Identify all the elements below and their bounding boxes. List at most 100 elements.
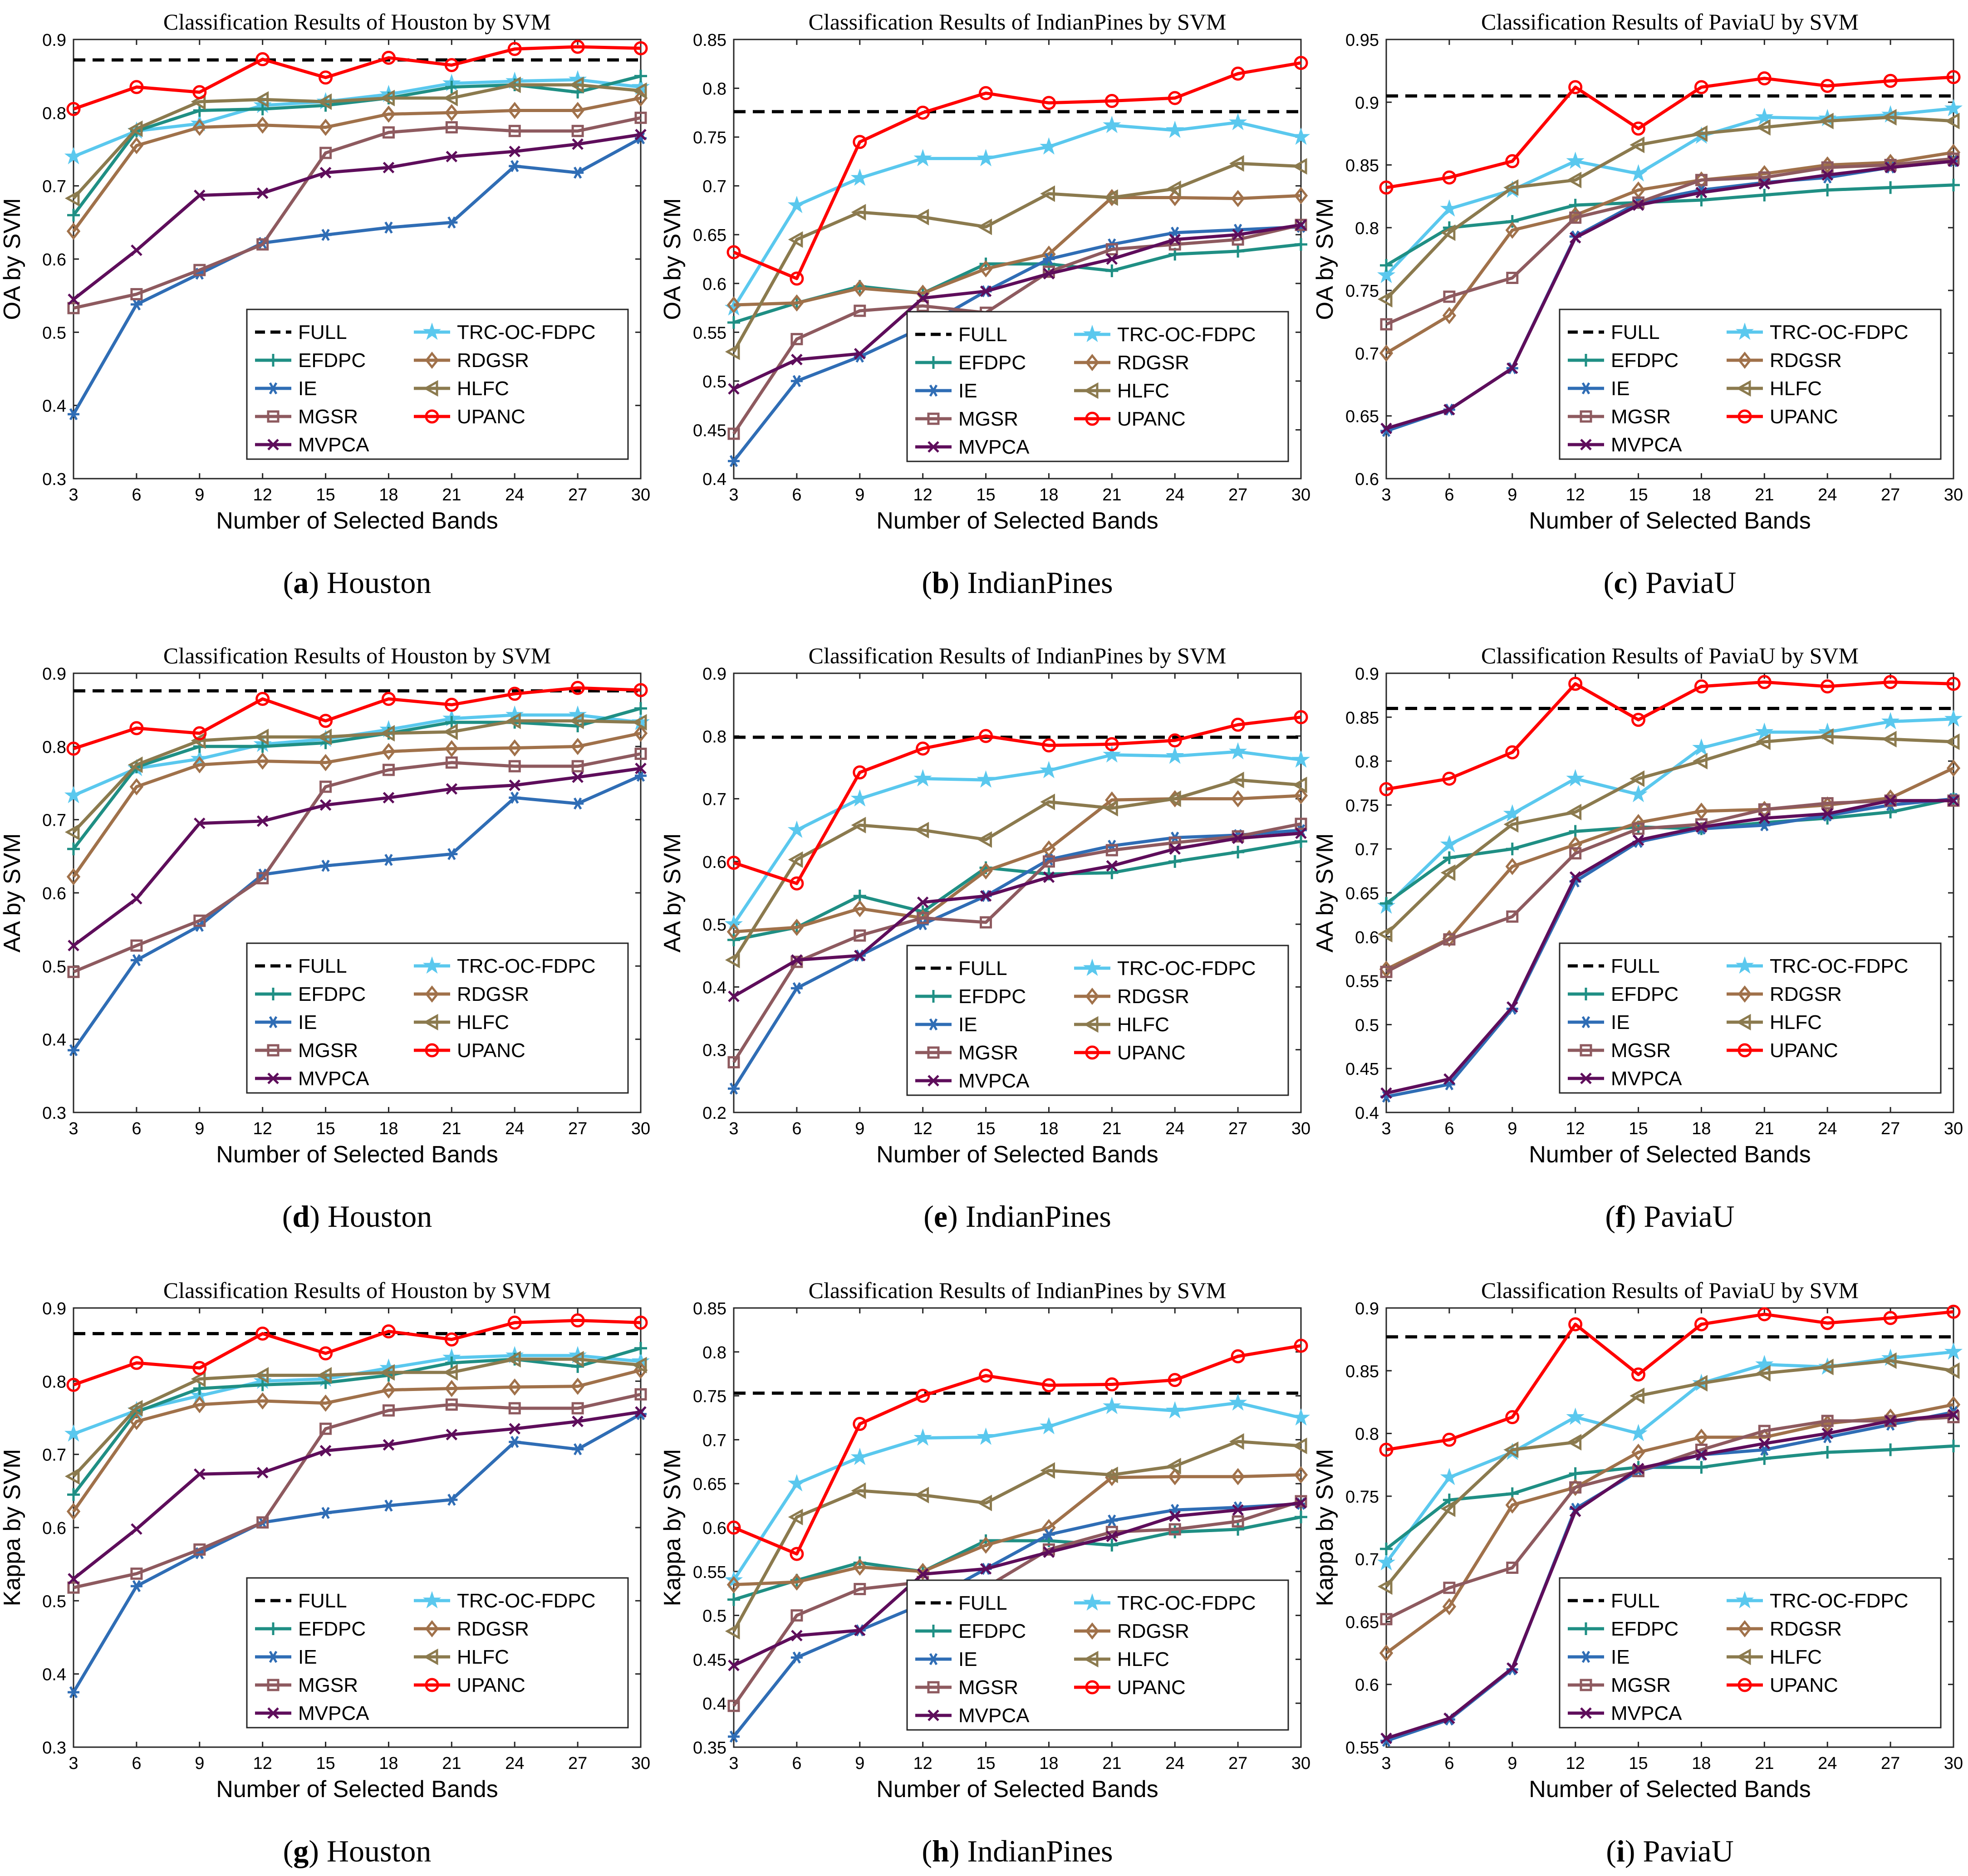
data-point	[633, 683, 648, 697]
legend-label: IE	[958, 1014, 977, 1036]
data-point	[256, 815, 269, 827]
legend-marker	[1580, 1679, 1592, 1691]
x-axis-label: Number of Selected Bands	[876, 508, 1158, 534]
series-line	[733, 1515, 1301, 1602]
x-tick-label: 9	[195, 1754, 204, 1773]
data-point	[64, 1424, 83, 1442]
data-point	[1232, 245, 1245, 258]
data-point	[128, 1400, 143, 1417]
legend-entry-mvpca: MVPCA	[915, 1705, 1030, 1727]
data-point	[570, 102, 585, 119]
data-point	[255, 691, 270, 706]
data-point	[788, 851, 803, 868]
data-point	[790, 375, 803, 387]
data-point	[380, 725, 395, 742]
data-point	[67, 1581, 80, 1594]
data-point	[1229, 1433, 1244, 1450]
legend-label: RDGSR	[1117, 1620, 1189, 1642]
series-mvpca	[728, 1497, 1307, 1671]
y-tick-label: 0.3	[42, 1739, 66, 1758]
data-point	[1506, 215, 1519, 228]
x-tick-label: 3	[1381, 1754, 1391, 1773]
data-point	[256, 103, 269, 116]
data-point	[850, 1447, 869, 1465]
legend-label: UPANC	[1770, 406, 1838, 428]
data-point	[1168, 855, 1182, 868]
legend-label: TRC-OC-FDPC	[457, 1590, 596, 1612]
legend-entry-rdgsr: RDGSR	[1727, 1618, 1842, 1640]
data-point	[916, 1389, 930, 1403]
legend-label: MGSR	[1611, 406, 1671, 428]
y-tick-label: 0.4	[702, 1695, 726, 1714]
data-point	[1168, 733, 1182, 748]
legend-marker	[267, 1073, 279, 1084]
legend-label: MGSR	[1611, 1039, 1671, 1062]
series-mvpca	[68, 762, 647, 951]
panel-caption: (c) PaviaU	[1604, 565, 1737, 600]
data-point	[1103, 745, 1121, 763]
y-axis-label: Kappa by SVM	[659, 1449, 686, 1607]
series-upanc	[66, 39, 648, 116]
legend-entry-efdpc: EFDPC	[255, 349, 366, 372]
data-point	[977, 1427, 995, 1445]
x-tick-label: 24	[1165, 1119, 1184, 1138]
series-line	[72, 96, 641, 232]
data-point	[67, 209, 80, 222]
data-point	[444, 697, 459, 712]
data-point	[256, 238, 269, 251]
x-axis-label: Number of Selected Bands	[216, 1141, 498, 1168]
data-point	[726, 1576, 741, 1593]
legend-entry-ie: IE	[915, 380, 977, 402]
data-point	[1885, 1415, 1896, 1427]
data-point	[1694, 802, 1708, 820]
data-point	[851, 1482, 866, 1499]
data-point	[790, 1573, 804, 1591]
data-point	[1884, 1443, 1897, 1456]
legend-marker	[1083, 1593, 1102, 1611]
x-tick-label: 24	[505, 1754, 524, 1773]
legend-marker	[1085, 1045, 1099, 1060]
caption-letter: i	[1616, 1834, 1625, 1868]
data-point	[1229, 1393, 1247, 1411]
x-axis-label: Number of Selected Bands	[216, 508, 498, 534]
x-axis-label: Number of Selected Bands	[1529, 1776, 1811, 1803]
legend-entry-ie: IE	[1568, 1646, 1630, 1668]
data-point	[1103, 116, 1121, 133]
data-point	[1106, 1514, 1118, 1527]
x-tick-label: 3	[69, 485, 78, 505]
data-point	[1232, 229, 1244, 240]
data-point	[509, 792, 521, 804]
data-point	[1631, 713, 1646, 727]
series-line	[72, 1357, 641, 1478]
chart-title: Classification Results of IndianPines by…	[809, 643, 1227, 668]
x-tick-label: 3	[1381, 485, 1391, 505]
data-point	[572, 1416, 584, 1427]
data-point	[382, 1404, 395, 1417]
chart-panel-i: 3 6 9 12 15 18 21 24 27 30 0.55 0.6 0.65 0.7 0.75 0.8 0.…	[1312, 1278, 1963, 1868]
data-point	[726, 1520, 741, 1535]
data-point	[68, 293, 79, 305]
data-point	[383, 1499, 395, 1512]
series-upanc	[66, 1313, 648, 1392]
series-mvpca	[1380, 794, 1959, 1099]
legend-marker	[1085, 1680, 1099, 1695]
data-point	[1377, 291, 1393, 308]
data-point	[917, 292, 929, 304]
legend-entry-trc-oc-fdpc: TRC-OC-FDPC	[1727, 1590, 1909, 1612]
legend-label: MVPCA	[298, 434, 369, 456]
data-point	[1295, 818, 1307, 830]
legend-marker	[1083, 958, 1102, 976]
y-axis-label: OA by SVM	[1312, 198, 1338, 320]
data-point	[633, 725, 648, 742]
panel-caption: (g) Houston	[283, 1834, 432, 1868]
y-tick-label: 0.6	[1355, 1676, 1379, 1695]
series-line	[72, 767, 641, 947]
x-tick-label: 6	[1444, 1754, 1454, 1773]
x-tick-label: 6	[792, 485, 801, 505]
legend-label: FULL	[298, 321, 347, 343]
legend-marker	[1580, 354, 1592, 367]
data-point	[317, 729, 332, 745]
y-tick-label: 0.8	[1355, 1425, 1379, 1444]
data-point	[1695, 1461, 1708, 1474]
data-point	[1569, 825, 1582, 838]
